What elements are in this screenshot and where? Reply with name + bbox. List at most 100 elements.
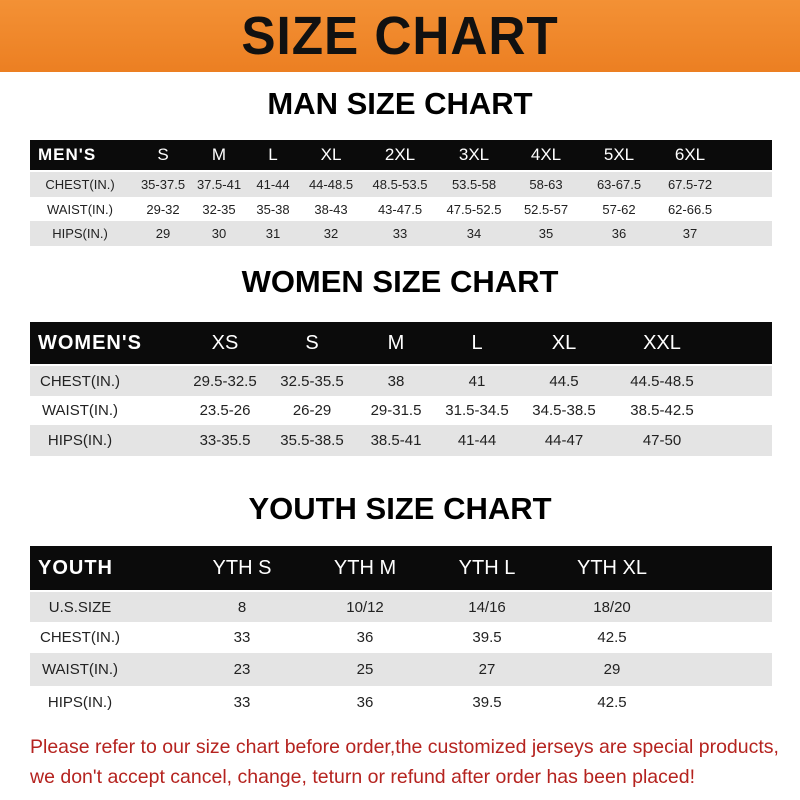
table-header-row: WOMEN'S XS S M L XL XXL xyxy=(30,322,772,364)
table-cell: 10/12 xyxy=(346,598,384,616)
table-cell: 63-67.5 xyxy=(596,177,642,192)
table-cell: 38.5-41 xyxy=(370,432,422,449)
table-cell: 36 xyxy=(356,629,374,646)
table-cell: 26-29 xyxy=(292,402,332,419)
table-cell: 38.5-42.5 xyxy=(630,402,694,419)
table-cell: 41-44 xyxy=(256,177,290,192)
table-cell: 52.5-57 xyxy=(523,201,569,217)
size-header: M xyxy=(211,145,227,164)
table-label: YOUTH xyxy=(38,556,113,579)
table-cell: 31 xyxy=(265,226,281,241)
table-row: HIPS(IN.) 33 36 39.5 42.5 xyxy=(30,686,772,718)
table-cell: 47.5-52.5 xyxy=(446,201,502,217)
measure-label: HIPS(IN.) xyxy=(47,693,113,711)
table-row: U.S.SIZE 8 10/12 14/16 18/20 xyxy=(30,592,772,622)
banner-title: SIZE CHART xyxy=(241,6,559,66)
size-header: YTH S xyxy=(212,556,272,579)
men-section-title: MAN SIZE CHART xyxy=(267,86,533,121)
notice-line-2: we don't accept cancel, change, teturn o… xyxy=(30,766,695,788)
size-header: 2XL xyxy=(384,145,416,164)
size-header: S xyxy=(157,145,169,164)
youth-size-table: YOUTH YTH S YTH M YTH L YTH XL U.S.SIZE 8 10/12… xyxy=(30,546,772,718)
table-row: CHEST(IN.) 35-37.5 37.5-41 41-44 44-48.5 48.5… xyxy=(30,172,772,197)
youth-section-title: YOUTH SIZE CHART xyxy=(248,491,552,526)
table-cell: 41-44 xyxy=(457,432,497,449)
table-cell: 62-66.5 xyxy=(667,201,713,217)
table-cell: 39.5 xyxy=(472,629,502,646)
measure-label: U.S.SIZE xyxy=(48,598,112,616)
order-notice: Please refer to our size chart before or… xyxy=(30,732,790,792)
table-cell: 29-32 xyxy=(146,201,180,217)
size-header: XXL xyxy=(643,331,681,354)
size-header: YTH M xyxy=(333,556,397,579)
table-cell: 41 xyxy=(468,372,486,390)
size-header: YTH XL xyxy=(576,556,648,579)
size-header: XL xyxy=(320,145,342,164)
table-label: WOMEN'S xyxy=(38,331,142,354)
table-cell: 35.5-38.5 xyxy=(280,432,344,449)
table-cell: 48.5-53.5 xyxy=(372,177,428,192)
table-row: WAIST(IN.) 23 25 27 29 xyxy=(30,653,772,686)
table-cell: 8 xyxy=(237,598,247,616)
table-cell: 32.5-35.5 xyxy=(280,372,344,390)
table-cell: 29-31.5 xyxy=(370,402,422,419)
table-cell: 67.5-72 xyxy=(667,177,713,192)
table-cell: 31.5-34.5 xyxy=(445,402,509,419)
table-cell: 36 xyxy=(356,693,374,711)
table-cell: 34.5-38.5 xyxy=(532,402,596,419)
table-row: HIPS(IN.) 33-35.5 35.5-38.5 38.5-41 41-44 44-… xyxy=(30,425,772,456)
size-header: 4XL xyxy=(530,145,562,164)
table-cell: 27 xyxy=(478,661,496,678)
men-size-table: MEN'S S M L XL 2XL 3XL 4XL 5XL 6XL CHEST(IN.) 35-37… xyxy=(30,140,772,246)
table-row: WAIST(IN.) 23.5-26 26-29 29-31.5 31.5-34.5 34… xyxy=(30,396,772,425)
table-cell: 25 xyxy=(356,661,374,678)
measure-label: HIPS(IN.) xyxy=(52,226,108,241)
table-cell: 38-43 xyxy=(314,201,348,217)
size-header: XL xyxy=(551,331,577,354)
measure-label: WAIST(IN.) xyxy=(41,402,119,419)
size-header: M xyxy=(387,331,405,354)
table-cell: 37.5-41 xyxy=(196,177,242,192)
table-cell: 44-47 xyxy=(544,432,584,449)
table-cell: 44.5 xyxy=(549,372,579,390)
table-cell: 33 xyxy=(233,629,251,646)
table-cell: 47-50 xyxy=(642,432,682,449)
size-header: 3XL xyxy=(458,145,490,164)
table-cell: 37 xyxy=(682,226,698,241)
notice-line-1: Please refer to our size chart before or… xyxy=(30,736,779,758)
table-cell: 43-47.5 xyxy=(377,201,423,217)
size-header: YTH L xyxy=(458,556,516,579)
size-header: S xyxy=(305,331,319,354)
table-cell: 57-62 xyxy=(602,201,636,217)
table-cell: 18/20 xyxy=(593,598,631,616)
table-cell: 44-48.5 xyxy=(308,177,354,192)
size-header: 6XL xyxy=(674,145,706,164)
table-row: WAIST(IN.) 29-32 32-35 35-38 38-43 43-47.5 47.… xyxy=(30,197,772,221)
measure-label: CHEST(IN.) xyxy=(45,177,115,192)
table-cell: 30 xyxy=(211,226,227,241)
measure-label: CHEST(IN.) xyxy=(40,372,120,390)
table-row: HIPS(IN.) 29 30 31 32 33 34 35 36 37 xyxy=(30,221,772,246)
size-header: 5XL xyxy=(603,145,635,164)
table-cell: 58-63 xyxy=(529,177,563,192)
measure-label: WAIST(IN.) xyxy=(47,201,113,217)
table-cell: 23 xyxy=(233,661,251,678)
table-cell: 14/16 xyxy=(468,598,506,616)
table-cell: 32 xyxy=(323,226,339,241)
table-cell: 35 xyxy=(538,226,554,241)
table-row: CHEST(IN.) 29.5-32.5 32.5-35.5 38 41 44.5 44.5… xyxy=(30,366,772,396)
women-section-title: WOMEN SIZE CHART xyxy=(241,264,559,299)
size-header: XS xyxy=(211,331,239,354)
women-size-table: WOMEN'S XS S M L XL XXL CHEST(IN.) 29.5-32.5 32.5… xyxy=(30,322,772,456)
table-cell: 39.5 xyxy=(472,693,502,711)
table-cell: 38 xyxy=(387,372,405,390)
measure-label: CHEST(IN.) xyxy=(40,629,120,646)
table-cell: 35-38 xyxy=(256,201,290,217)
table-cell: 34 xyxy=(466,226,482,241)
table-cell: 42.5 xyxy=(597,693,627,711)
table-header-row: YOUTH YTH S YTH M YTH L YTH XL xyxy=(30,546,772,590)
table-cell: 42.5 xyxy=(597,629,627,646)
table-cell: 33 xyxy=(392,226,408,241)
table-cell: 53.5-58 xyxy=(451,177,497,192)
table-cell: 33-35.5 xyxy=(199,432,251,449)
